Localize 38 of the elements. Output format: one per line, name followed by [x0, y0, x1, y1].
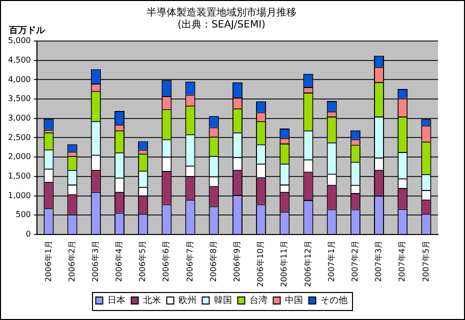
- x-tick-label: 2007年2月: [350, 240, 360, 282]
- y-tick-label: 4,500: [8, 55, 31, 64]
- y-tick-label: 1,500: [8, 172, 31, 180]
- x-tick-label: 2006年8月: [208, 240, 218, 282]
- x-tick-label: 2007年3月: [374, 240, 384, 282]
- y-tick-label: 4,000: [8, 74, 31, 84]
- y-tick-label: 3,500: [8, 94, 31, 104]
- y-tick-label: 5,000: [8, 36, 31, 46]
- y-tick-label: 1,000: [8, 190, 31, 200]
- y-tick-label: 0: [26, 230, 31, 239]
- chart-subtitle: (出典：SEAJ/SEMI): [178, 18, 266, 31]
- x-tick-label: 2007年5月: [421, 240, 430, 282]
- legend-label: その他: [320, 294, 348, 306]
- x-tick-label: 2006年4月: [114, 240, 124, 282]
- y-tick-label: 2,000: [8, 152, 31, 162]
- legend-label: 中国: [284, 294, 303, 306]
- x-tick-label: 2006年12月: [303, 240, 312, 288]
- chart-title: 半導体製造装置地域別市場月推移: [146, 6, 296, 19]
- y-tick-label: 500: [16, 210, 31, 220]
- x-tick-label: 2006年10月: [256, 240, 266, 288]
- x-tick-label: 2007年4月: [398, 240, 407, 282]
- y-tick-label: 2,500: [8, 132, 31, 142]
- legend-label: 韓国: [214, 294, 232, 306]
- x-tick-label: 2006年2月: [67, 240, 76, 282]
- x-tick-label: 2006年6月: [162, 240, 171, 282]
- legend-label: 日本: [107, 294, 126, 306]
- x-tick-label: 2006年5月: [138, 240, 148, 282]
- legend-label: 欧州: [178, 294, 196, 306]
- legend-label: 台湾: [249, 294, 268, 306]
- legend-label: 北米: [142, 294, 161, 306]
- x-tick-label: 2006年1月: [44, 240, 53, 282]
- x-tick-label: 2006年7月: [185, 240, 194, 282]
- x-tick-label: 2006年3月: [90, 240, 100, 282]
- x-tick-label: 2007年1月: [326, 240, 336, 282]
- x-tick-label: 2006年9月: [232, 240, 242, 282]
- y-axis-title: 百万ドル: [8, 24, 46, 36]
- y-tick-label: 3,000: [8, 113, 31, 122]
- x-tick-label: 2006年11月: [280, 240, 289, 288]
